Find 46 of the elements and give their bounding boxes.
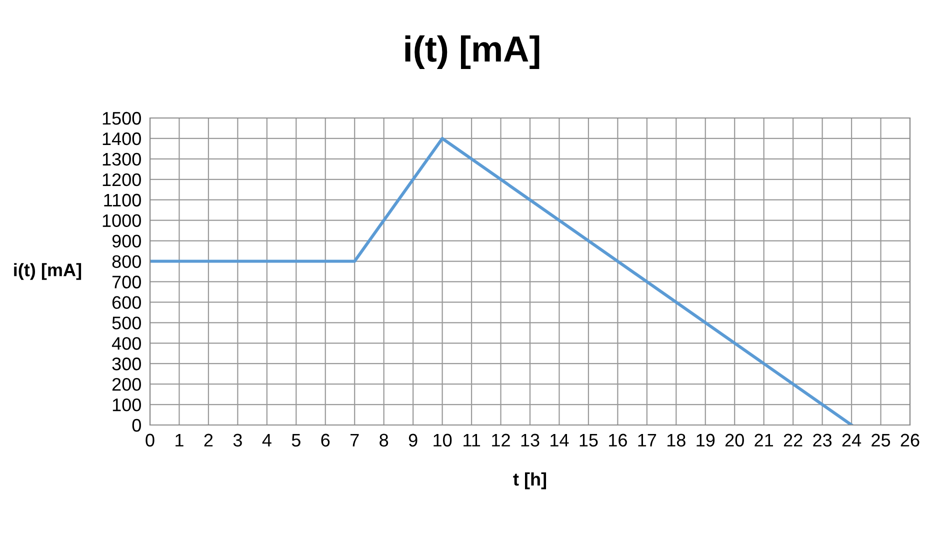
x-tick-label: 19 <box>696 434 715 447</box>
y-tick-label: 0 <box>132 418 141 432</box>
x-tick-label: 15 <box>580 434 598 447</box>
x-tick-label: 25 <box>872 434 890 447</box>
x-tick-label: 1 <box>176 434 184 446</box>
y-tick-label: 200 <box>112 378 141 391</box>
x-tick-label: 3 <box>233 434 242 447</box>
y-tick-label: 1400 <box>102 132 141 146</box>
x-tick-label: 20 <box>725 434 744 447</box>
x-tick-label: 22 <box>784 434 802 446</box>
x-tick-label: 24 <box>842 434 862 446</box>
y-tick-label: 1200 <box>102 173 141 186</box>
y-tick-label: 1000 <box>102 214 141 228</box>
x-tick-label: 23 <box>813 434 832 447</box>
x-tick-label: 13 <box>521 434 540 447</box>
x-tick-label: 5 <box>292 434 300 447</box>
y-tick-label: 100 <box>112 398 141 412</box>
x-axis-title: t [h] <box>513 472 546 490</box>
x-tick-label: 26 <box>900 434 920 447</box>
x-tick-label: 2 <box>204 434 213 446</box>
x-tick-label: 17 <box>638 434 656 446</box>
chart-title: i(t) [mA] <box>405 35 540 70</box>
x-tick-label: 6 <box>321 434 330 447</box>
x-tick-label: 0 <box>146 434 154 447</box>
y-tick-label: 400 <box>112 337 141 350</box>
y-tick-label: 900 <box>112 234 141 248</box>
x-tick-label: 4 <box>262 434 272 446</box>
y-tick-label: 1100 <box>104 194 141 207</box>
x-tick-label: 8 <box>380 434 388 447</box>
y-tick-label: 300 <box>112 358 141 370</box>
x-tick-label: 16 <box>609 434 627 447</box>
x-tick-label: 12 <box>492 434 510 446</box>
y-tick-label: 700 <box>112 276 141 288</box>
x-tick-label: 21 <box>754 434 774 446</box>
x-tick-label: 7 <box>350 434 359 446</box>
x-tick-label: 14 <box>550 434 569 446</box>
x-tick-label: 10 <box>434 434 452 447</box>
y-tick-label: 600 <box>112 296 141 309</box>
x-tick-label: 18 <box>667 434 686 447</box>
y-tick-label: 500 <box>112 316 141 330</box>
x-tick-label: 9 <box>408 434 418 447</box>
y-axis-title: i(t) [mA] <box>14 263 82 280</box>
x-tick-label: 11 <box>464 434 480 446</box>
y-tick-label: 1500 <box>102 112 141 125</box>
y-tick-label: 1300 <box>102 152 141 166</box>
y-tick-label: 800 <box>112 255 141 268</box>
